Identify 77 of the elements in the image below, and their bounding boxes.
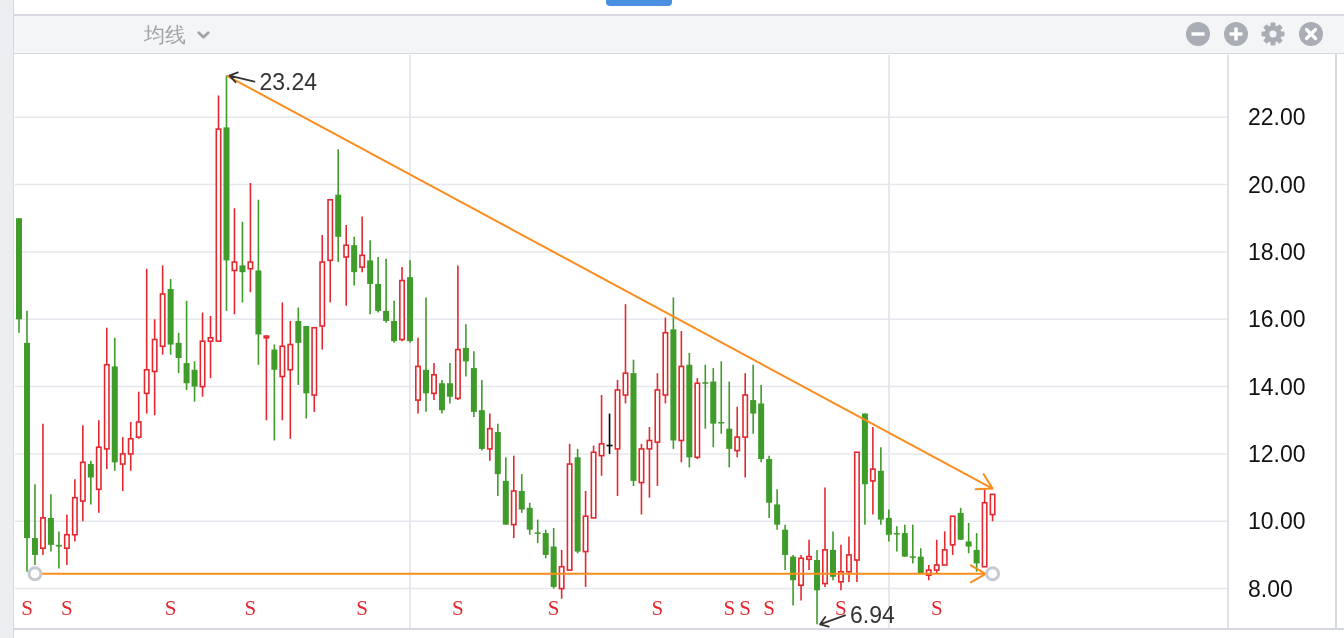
candlestick: [391, 299, 398, 344]
text: S: [723, 596, 736, 620]
candlestick: [558, 549, 565, 600]
candlestick: [702, 363, 709, 430]
candlestick: [845, 535, 852, 583]
annotation: 23.24: [259, 68, 318, 95]
text: 均线: [144, 22, 186, 48]
candlestick: [973, 532, 980, 573]
candlestick: [774, 488, 781, 531]
candlestick: [367, 239, 374, 316]
candlestick: [143, 267, 150, 415]
candlestick: [893, 525, 900, 553]
text: S: [21, 596, 33, 620]
candlestick: [247, 182, 254, 294]
candlestick: [343, 224, 350, 307]
candlestick: [422, 296, 429, 413]
text: S: [452, 596, 464, 620]
y-tick-label: 10.00: [1248, 508, 1306, 535]
text: S: [739, 596, 752, 620]
text: S: [835, 596, 847, 620]
text: S: [164, 596, 177, 620]
candlestick: [31, 483, 38, 566]
candlestick: [430, 362, 437, 401]
text: S: [651, 596, 664, 620]
y-tick-label: 18.00: [1248, 239, 1306, 266]
candlestick: [135, 390, 142, 440]
candlestick: [806, 538, 813, 571]
candlestick: [869, 426, 876, 516]
candlestick: [183, 299, 190, 391]
candlestick: [87, 459, 94, 506]
candlestick: [462, 323, 469, 378]
candlestick: [941, 530, 948, 566]
candlestick: [55, 530, 62, 570]
candlestick: [119, 436, 126, 492]
candlestick: [646, 426, 653, 499]
candlestick: [127, 421, 134, 472]
text: S: [763, 596, 775, 620]
candlestick: [526, 501, 533, 536]
candlestick: [383, 257, 390, 324]
candlestick: [207, 315, 214, 379]
candlestick: [271, 343, 278, 442]
candlestick: [901, 523, 908, 558]
candlestick: [726, 380, 733, 469]
text: S: [244, 596, 257, 620]
candlestick: [542, 528, 549, 560]
y-tick-label: 14.00: [1248, 373, 1306, 400]
candlestick: [917, 547, 924, 575]
candlestick: [231, 207, 238, 316]
candlestick: [295, 306, 302, 386]
candlestick: [175, 331, 182, 374]
candlestick: [965, 522, 972, 555]
candlestick: [989, 493, 996, 523]
candlestick: [486, 412, 493, 462]
text: S: [61, 596, 73, 620]
candlestick: [446, 362, 453, 405]
candlestick: [239, 220, 246, 304]
candlestick: [885, 508, 892, 543]
candlestick: [263, 334, 270, 422]
candlestick: [909, 523, 916, 565]
candlestick: [63, 513, 70, 566]
candlestick: [359, 215, 366, 273]
candlestick: [534, 518, 541, 544]
y-tick-label: 12.00: [1248, 441, 1306, 468]
y-tick-label: 22.00: [1248, 104, 1306, 131]
y-tick-label: 8.00: [1248, 575, 1293, 602]
candlestick: [933, 538, 940, 575]
annotation: 6.94: [850, 602, 895, 629]
candlestick: [750, 363, 757, 435]
candlestick: [518, 473, 525, 514]
text: S: [547, 596, 560, 620]
candlestick: [734, 406, 741, 459]
y-tick-label: 20.00: [1248, 171, 1306, 198]
candlestick: [598, 394, 605, 477]
text: S: [930, 596, 943, 620]
candlestick: [191, 360, 198, 403]
text: S: [356, 596, 368, 620]
y-tick-label: 16.00: [1248, 306, 1306, 333]
